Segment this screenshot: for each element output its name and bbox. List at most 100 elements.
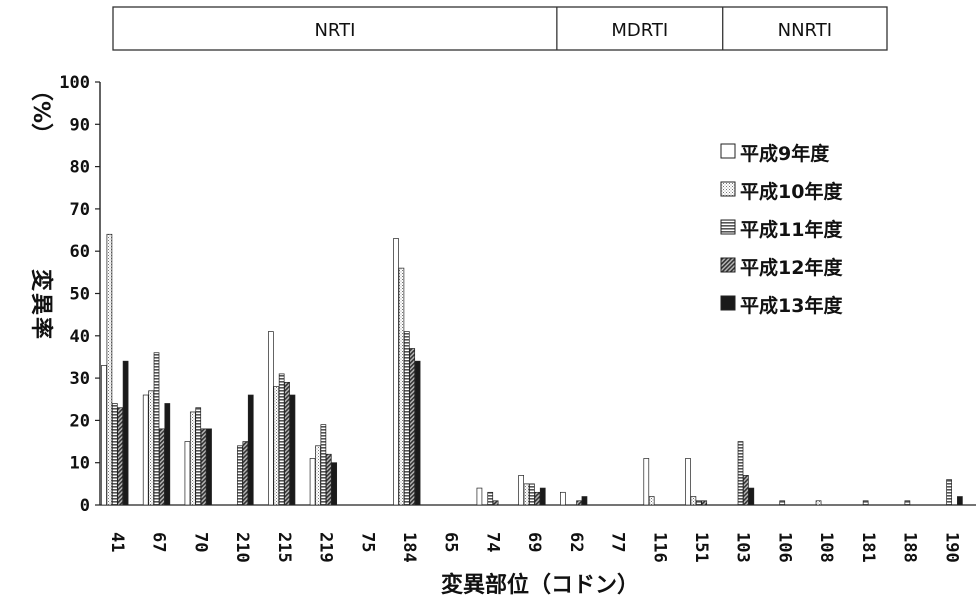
bar-215-series-2: [273, 386, 280, 506]
x-tick-label: 215: [274, 532, 294, 563]
bar-106-series-3: [779, 500, 786, 506]
bar-215-series-5: [289, 394, 296, 506]
bar-181-series-3: [862, 500, 869, 506]
bar-70-series-3: [195, 407, 202, 506]
bar-219-series-4: [325, 453, 332, 506]
legend-label-5: 平成13年度: [740, 294, 843, 317]
bar-67-series-3: [153, 352, 160, 506]
bar-62-series-1: [560, 491, 566, 506]
bar-151-series-4: [701, 500, 708, 506]
x-tick-label: 74: [482, 532, 502, 552]
bar-184-series-1: [393, 238, 399, 506]
bar-41-series-2: [106, 233, 113, 506]
y-tick-label: 90: [70, 115, 90, 135]
y-tick-label: 70: [70, 200, 90, 220]
bar-103-series-3: [737, 441, 744, 506]
y-tick-label: 50: [70, 285, 90, 305]
bar-219-series-3: [320, 424, 327, 506]
bar-70-series-5: [206, 428, 212, 506]
legend-label-3: 平成11年度: [740, 218, 843, 241]
x-tick-label: 70: [190, 532, 210, 552]
class-label-nrti: NRTI: [314, 20, 355, 41]
x-tick-label: 188: [900, 532, 920, 563]
bar-219-series-5: [331, 462, 338, 506]
bar-116-series-2: [648, 496, 655, 506]
x-tick-label: 116: [649, 532, 669, 563]
x-tick-label: 62: [566, 532, 586, 552]
bar-116-series-1: [643, 458, 650, 506]
legend-label-1: 平成9年度: [740, 142, 830, 165]
bar-69-series-4: [534, 491, 541, 506]
bar-184-series-4: [409, 348, 416, 506]
bar-62-series-4: [576, 500, 582, 506]
x-tick-label: 65: [441, 532, 461, 552]
bar-210-series-4: [242, 441, 249, 506]
y-axis: 0 10 20 30 40 50 60 70 80 90 100: [59, 73, 976, 516]
x-tick-label: 108: [816, 532, 836, 563]
bar-190-series-5: [957, 496, 963, 506]
bar-103-series-4: [743, 475, 749, 506]
legend-label-2: 平成10年度: [740, 180, 843, 203]
bar-103-series-5: [748, 487, 755, 506]
x-tick-label: 106: [774, 532, 794, 563]
y-axis-unit: （%）: [28, 79, 53, 145]
bar-215-series-4: [284, 381, 290, 506]
bar-215-series-3: [278, 373, 285, 506]
x-tick-label: 219: [316, 532, 336, 563]
bar-70-series-4: [200, 428, 207, 506]
class-label-mdrti: MDRTI: [611, 20, 668, 41]
bar-210-series-5: [247, 394, 254, 506]
bar-74-series-3: [487, 491, 494, 506]
bar-188-series-3: [904, 500, 911, 506]
x-tick-label: 67: [149, 532, 169, 552]
bar-67-series-2: [148, 390, 154, 506]
legend-swatch-3: [720, 219, 736, 235]
x-tick-label: 190: [941, 532, 961, 563]
drug-class-header: NRTI MDRTI NNRTI: [112, 6, 888, 51]
bar-70-series-2: [189, 411, 196, 506]
bar-67-series-1: [142, 394, 149, 506]
x-tick-label: 69: [524, 532, 544, 552]
class-header-frame: [112, 6, 888, 51]
bar-215-series-1: [268, 331, 274, 506]
y-tick-label: 100: [59, 73, 90, 93]
y-tick-label: 60: [70, 242, 90, 262]
legend-swatch-4: [720, 257, 736, 273]
x-tick-label: 151: [691, 532, 711, 563]
y-tick-label: 20: [70, 411, 90, 431]
bar-62-series-5: [581, 496, 588, 506]
class-label-nnrti: NNRTI: [778, 20, 832, 41]
x-tick-label: 181: [858, 532, 878, 563]
x-tick-label: 210: [232, 532, 252, 563]
bar-184-series-2: [398, 267, 405, 506]
x-tick-label: 184: [399, 532, 419, 563]
x-axis-title: 変異部位（コドン）: [441, 572, 639, 598]
bar-69-series-5: [539, 487, 546, 506]
legend-swatch-2: [720, 181, 736, 197]
y-tick-label: 30: [70, 369, 90, 389]
bar-67-series-5: [164, 403, 171, 506]
legend-label-4: 平成12年度: [740, 256, 843, 279]
x-tick-label: 41: [107, 532, 127, 552]
bar-74-series-4: [492, 500, 499, 506]
x-tick-label: 103: [733, 532, 753, 563]
bar-210-series-3: [237, 445, 243, 506]
bar-190-series-3: [946, 479, 952, 506]
bar-74-series-1: [476, 487, 483, 506]
bar-219-series-1: [309, 458, 316, 506]
y-tick-label: 0: [80, 496, 90, 516]
y-tick-label: 40: [70, 327, 90, 347]
bar-108-series-2: [815, 500, 822, 506]
bar-151-series-3: [695, 500, 702, 506]
bar-184-series-3: [403, 331, 410, 506]
x-axis: 41 67 70 210 215 219 75 184 65 74 69 62 77 116 151 103 1…: [107, 532, 961, 563]
bar-151-series-1: [685, 458, 691, 506]
bar-67-series-4: [159, 428, 165, 506]
y-tick-label: 10: [70, 454, 90, 474]
bar-184-series-5: [414, 360, 421, 506]
bar-41-series-5: [122, 360, 129, 506]
bars: [101, 233, 963, 506]
y-axis-title: 変異率: [28, 269, 54, 341]
bar-69-series-1: [518, 475, 524, 506]
